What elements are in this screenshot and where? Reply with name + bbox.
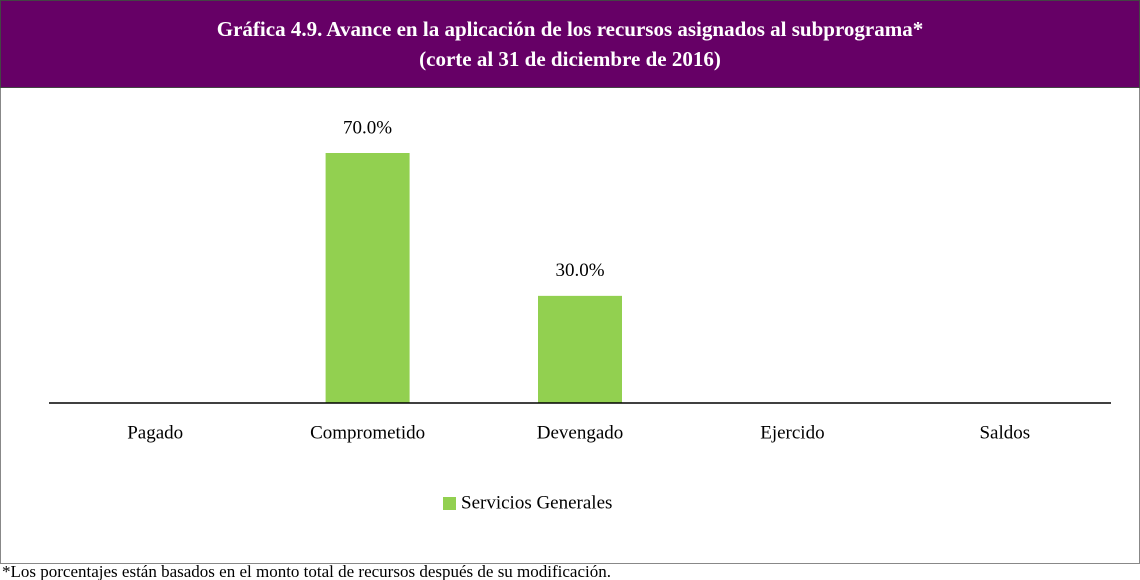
x-tick-label: Comprometido	[310, 422, 425, 443]
bar	[538, 295, 622, 403]
chart-subtitle: (corte al 31 de diciembre de 2016)	[419, 47, 721, 71]
chart-title: Gráfica 4.9. Avance en la aplicación de …	[217, 17, 923, 41]
chart-frame	[0, 0, 1140, 564]
x-tick-label: Pagado	[127, 422, 183, 443]
bar	[325, 153, 410, 403]
title-band	[0, 0, 1140, 88]
x-tick-label: Saldos	[979, 422, 1030, 443]
legend-label: Servicios Generales	[461, 492, 612, 513]
x-tick-label: Ejercido	[760, 422, 824, 443]
legend-swatch	[443, 497, 456, 510]
x-tick-label: Devengado	[537, 422, 624, 443]
footnote: *Los porcentajes están basados en el mon…	[2, 562, 611, 580]
data-label: 70.0%	[343, 117, 392, 138]
data-label: 30.0%	[555, 260, 604, 281]
